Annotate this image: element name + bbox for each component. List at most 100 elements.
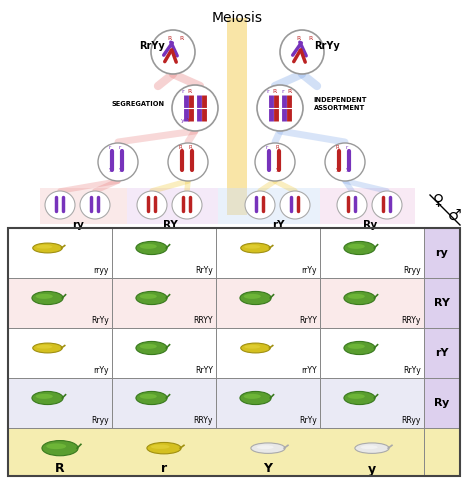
- Bar: [320, 378, 424, 428]
- Ellipse shape: [355, 443, 389, 454]
- Ellipse shape: [80, 191, 110, 219]
- Text: RrYy: RrYy: [91, 316, 109, 325]
- Text: y: y: [336, 167, 339, 172]
- Ellipse shape: [137, 191, 167, 219]
- Ellipse shape: [45, 191, 75, 219]
- Ellipse shape: [33, 243, 62, 253]
- Text: rrYy: rrYy: [301, 266, 317, 275]
- Text: INDEPENDENT
ASSORTMENT: INDEPENDENT ASSORTMENT: [313, 97, 367, 110]
- Ellipse shape: [36, 294, 53, 299]
- Ellipse shape: [244, 294, 261, 299]
- Text: r: r: [346, 145, 348, 150]
- Ellipse shape: [140, 344, 157, 349]
- Ellipse shape: [240, 291, 271, 305]
- Ellipse shape: [172, 85, 218, 131]
- Ellipse shape: [140, 294, 157, 299]
- Text: R: R: [55, 463, 65, 476]
- Text: Y: Y: [264, 463, 273, 476]
- Bar: [40, 188, 127, 224]
- Text: rryy: rryy: [94, 266, 109, 275]
- Bar: [127, 188, 218, 224]
- Text: SEGREGATION: SEGREGATION: [111, 101, 164, 107]
- Bar: [424, 428, 460, 476]
- Text: r: r: [266, 89, 269, 94]
- Ellipse shape: [361, 445, 378, 449]
- Ellipse shape: [172, 191, 202, 219]
- Text: R: R: [187, 89, 191, 94]
- Text: R: R: [309, 36, 313, 41]
- Ellipse shape: [344, 291, 375, 305]
- Text: r: r: [109, 145, 111, 150]
- Ellipse shape: [136, 341, 167, 355]
- Bar: [8, 278, 112, 328]
- Bar: [8, 378, 112, 428]
- Ellipse shape: [140, 244, 157, 249]
- Ellipse shape: [257, 85, 303, 131]
- Text: R: R: [272, 89, 276, 94]
- Text: ry: ry: [72, 220, 84, 230]
- Text: RRYY: RRYY: [193, 316, 213, 325]
- Ellipse shape: [337, 191, 367, 219]
- Bar: [424, 328, 460, 378]
- Text: Rryy: Rryy: [403, 266, 421, 275]
- Ellipse shape: [245, 191, 275, 219]
- Text: Y: Y: [187, 118, 191, 123]
- Ellipse shape: [244, 394, 261, 399]
- Text: ry: ry: [436, 248, 448, 258]
- Bar: [8, 228, 112, 278]
- Text: rY: rY: [435, 348, 449, 358]
- Bar: [424, 228, 460, 278]
- Text: y: y: [368, 463, 376, 476]
- Text: y: y: [346, 167, 349, 172]
- Bar: [216, 278, 320, 328]
- Text: R: R: [276, 145, 280, 150]
- Text: R: R: [189, 145, 193, 150]
- Ellipse shape: [136, 241, 167, 254]
- Ellipse shape: [240, 392, 271, 405]
- Text: RY: RY: [163, 220, 177, 230]
- Text: y: y: [109, 167, 112, 172]
- Text: R: R: [297, 36, 301, 41]
- Ellipse shape: [241, 243, 270, 253]
- Text: rrYy: rrYy: [93, 366, 109, 375]
- Text: R: R: [180, 36, 184, 41]
- Bar: [8, 328, 112, 378]
- Text: r: r: [281, 89, 283, 94]
- Text: RRYy: RRYy: [401, 316, 421, 325]
- Text: R: R: [287, 89, 291, 94]
- Ellipse shape: [251, 443, 285, 454]
- Text: RrYY: RrYY: [195, 366, 213, 375]
- Bar: [112, 328, 216, 378]
- Ellipse shape: [256, 445, 273, 449]
- Ellipse shape: [42, 441, 78, 456]
- Text: RrYy: RrYy: [299, 416, 317, 425]
- Bar: [112, 278, 216, 328]
- Text: r: r: [266, 145, 268, 150]
- Ellipse shape: [46, 444, 66, 449]
- Text: RrYy: RrYy: [403, 366, 421, 375]
- Text: RRyy: RRyy: [401, 416, 421, 425]
- Text: Y: Y: [189, 167, 192, 172]
- Text: R: R: [179, 145, 183, 150]
- Text: r: r: [119, 145, 121, 150]
- Ellipse shape: [32, 291, 63, 305]
- Text: ♂: ♂: [448, 207, 462, 223]
- Ellipse shape: [151, 444, 170, 449]
- Bar: [320, 328, 424, 378]
- Ellipse shape: [347, 244, 365, 249]
- Text: r: r: [161, 463, 167, 476]
- Ellipse shape: [325, 143, 365, 181]
- Ellipse shape: [244, 345, 260, 348]
- Text: ♀: ♀: [432, 192, 444, 207]
- Ellipse shape: [347, 344, 365, 349]
- Ellipse shape: [147, 443, 181, 454]
- Ellipse shape: [168, 143, 208, 181]
- Ellipse shape: [244, 245, 260, 249]
- Bar: [424, 378, 460, 428]
- Ellipse shape: [32, 392, 63, 405]
- Ellipse shape: [36, 245, 52, 249]
- Bar: [320, 188, 415, 224]
- Ellipse shape: [255, 143, 295, 181]
- Bar: [320, 278, 424, 328]
- Bar: [424, 278, 460, 328]
